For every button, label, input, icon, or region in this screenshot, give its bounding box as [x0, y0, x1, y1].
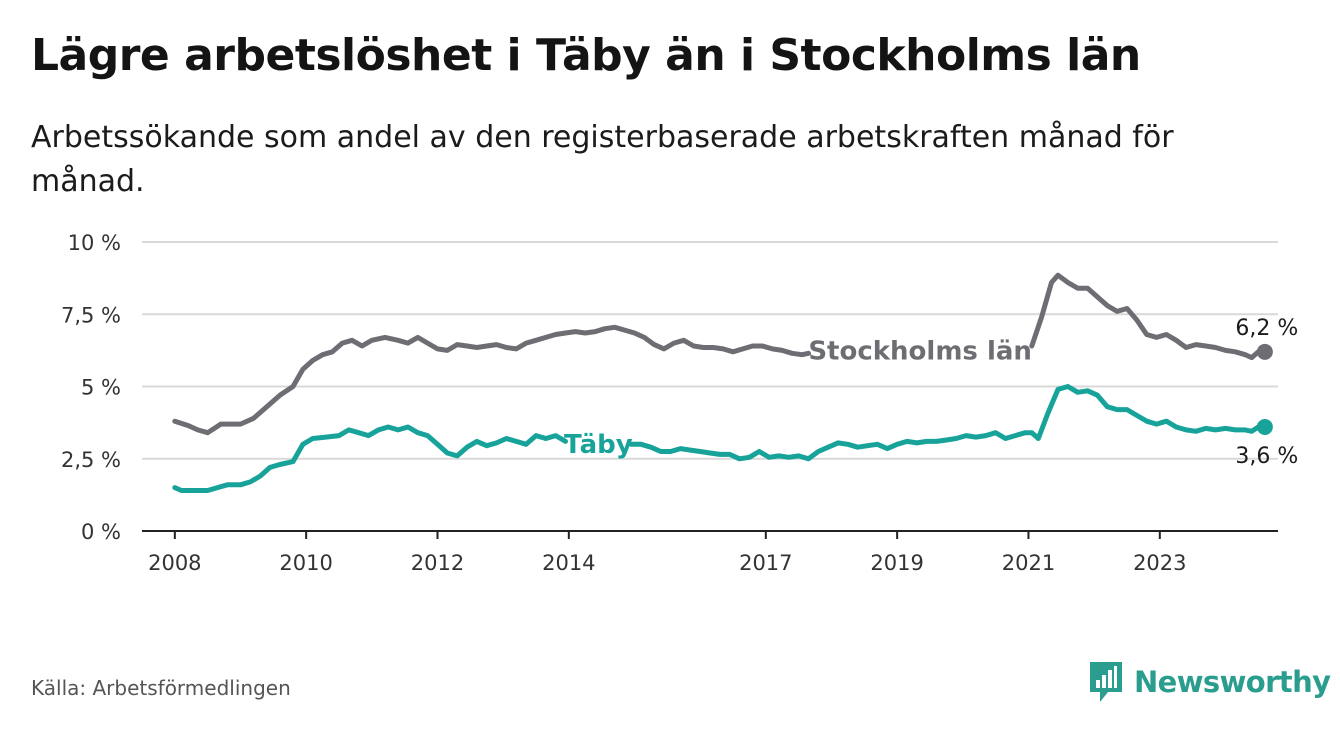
series-label-taby: Täby	[564, 430, 633, 460]
newsworthy-logo-icon	[1090, 662, 1122, 702]
x-tick-label: 2023	[1133, 551, 1186, 575]
x-tick-label: 2019	[870, 551, 923, 575]
x-tick-label: 2008	[148, 551, 201, 575]
series-line-stockholm-cont	[1029, 272, 1268, 361]
brand-name: Newsworthy	[1134, 665, 1331, 699]
series-line-stockholm	[172, 324, 811, 436]
x-tick-label: 2017	[739, 551, 792, 575]
chart-subtitle: Arbetssökande som andel av den registerb…	[31, 120, 1174, 199]
x-tick-label: 2010	[279, 551, 332, 575]
y-tick-label: 2,5 %	[61, 448, 121, 472]
x-tick-label: 2021	[1002, 551, 1055, 575]
end-value-label-stockholm: 6,2 %	[1235, 316, 1298, 341]
line-chart: 0 % 2,5 % 5 % 7,5 % 10 % 2008 2010 2012 2014 2017…	[61, 231, 1298, 575]
source-note: Källa: Arbetsförmedlingen	[31, 676, 291, 700]
y-tick-label: 7,5 %	[61, 303, 121, 327]
end-point-taby	[1256, 418, 1273, 435]
x-tick-label: 2012	[411, 551, 464, 575]
end-value-label-taby: 3,6 %	[1235, 444, 1298, 469]
x-tick-label: 2014	[542, 551, 595, 575]
series-line-taby-cont	[628, 384, 1268, 462]
series-label-stockholm: Stockholms län	[808, 337, 1032, 367]
end-point-stockholm	[1256, 343, 1273, 360]
brand-logo: Newsworthy	[1088, 660, 1331, 704]
y-tick-label: 0 %	[81, 520, 121, 544]
series-line-taby	[172, 424, 568, 493]
y-tick-label: 10 %	[68, 231, 121, 255]
chart-title: Lägre arbetslöshet i Täby än i Stockholm…	[31, 30, 1141, 81]
y-tick-label: 5 %	[81, 376, 121, 400]
